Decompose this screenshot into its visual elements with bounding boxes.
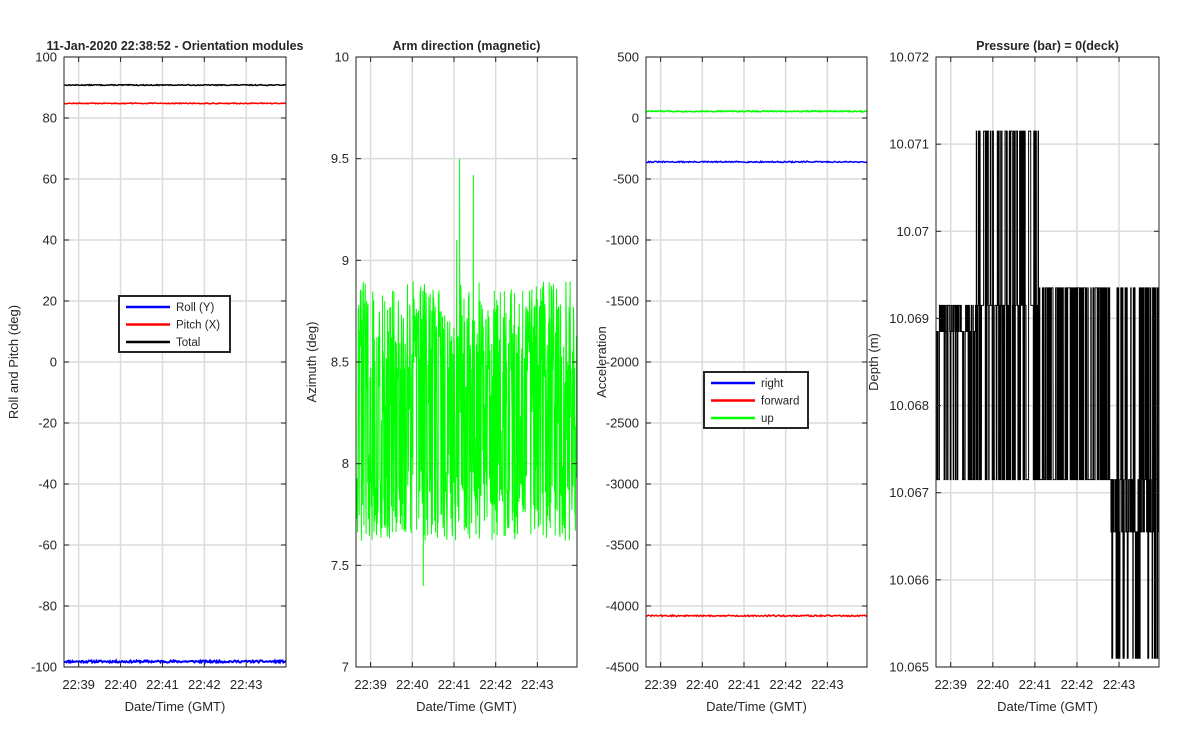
ticks: 22:39 22:40 22:41 22:42 22:43 7 7.5 8 8.5 9 9.5 10 xyxy=(331,50,577,692)
x-tick-label: 22:42 xyxy=(188,677,221,692)
y-tick-label: -4000 xyxy=(606,599,639,614)
series-group xyxy=(646,109,867,618)
series-group xyxy=(64,83,286,665)
legend-label: forward xyxy=(761,396,799,408)
y-tick-label: 7.5 xyxy=(331,558,349,573)
y-tick-label: -1000 xyxy=(606,233,639,248)
x-tick-label: 22:40 xyxy=(396,677,429,692)
y-tick-label: -2000 xyxy=(606,355,639,370)
x-tick-label: 22:40 xyxy=(104,677,137,692)
x-tick-label: 22:39 xyxy=(354,677,387,692)
x-tick-label: 22:41 xyxy=(728,677,761,692)
y-tick-label: 10.07 xyxy=(896,224,929,239)
y-tick-label: 0 xyxy=(50,355,57,370)
y-tick-label: -500 xyxy=(613,172,639,187)
x-tick-label: 22:42 xyxy=(479,677,512,692)
x-tick-label: 22:39 xyxy=(934,677,967,692)
chart-title: 11-Jan-2020 22:38:52 - Orientation modul… xyxy=(46,39,303,53)
series-line-right xyxy=(646,159,867,164)
chart-panel-3: 22:39 22:40 22:41 22:42 22:43 -4500 -4000 -3500… xyxy=(594,50,868,714)
y-tick-label: -4500 xyxy=(606,660,639,675)
y-tick-label: -80 xyxy=(38,599,57,614)
chart-title: Pressure (bar) = 0(deck) xyxy=(976,39,1119,53)
y-tick-label: -40 xyxy=(38,477,57,492)
y-tick-label: 9 xyxy=(342,253,349,268)
x-tick-label: 22:43 xyxy=(1103,677,1136,692)
series-line-roll-y xyxy=(64,658,286,665)
x-tick-label: 22:41 xyxy=(146,677,179,692)
y-tick-label: 9.5 xyxy=(331,151,349,166)
series-line-pitch-x xyxy=(64,101,286,105)
legend-label: Pitch (X) xyxy=(176,320,220,332)
ticks: 22:39 22:40 22:41 22:42 22:43 10.065 10.066 10.… xyxy=(889,50,1159,692)
y-tick-label: -3000 xyxy=(606,477,639,492)
chart-panel-1: 22:39 22:40 22:41 22:42 22:43 -100 -80 -60 -40 -2… xyxy=(6,39,304,714)
x-tick-label: 22:41 xyxy=(438,677,471,692)
y-axis-label: Acceleration xyxy=(594,326,609,398)
y-axis-label: Azimuth (deg) xyxy=(304,322,319,403)
y-tick-label: 10.069 xyxy=(889,311,929,326)
chart-panel-2: 22:39 22:40 22:41 22:42 22:43 7 7.5 8 8.5 9 9.5 10 A… xyxy=(304,39,578,714)
y-tick-label: 10.072 xyxy=(889,50,929,65)
y-tick-label: -100 xyxy=(31,660,57,675)
x-tick-label: 22:39 xyxy=(644,677,677,692)
chart-title: Arm direction (magnetic) xyxy=(393,39,541,53)
x-axis-label: Date/Time (GMT) xyxy=(125,699,226,714)
y-tick-label: -20 xyxy=(38,416,57,431)
ticks: 22:39 22:40 22:41 22:42 22:43 -100 -80 -60 -40 -2… xyxy=(31,50,286,692)
y-tick-label: -1500 xyxy=(606,294,639,309)
y-tick-label: 80 xyxy=(43,111,57,126)
y-axis-label: Roll and Pitch (deg) xyxy=(6,305,21,419)
legend-label: Roll (Y) xyxy=(176,302,215,314)
axes-box xyxy=(935,56,1160,668)
y-tick-label: 8 xyxy=(342,456,349,471)
x-tick-label: 22:40 xyxy=(977,677,1010,692)
y-axis-label: Depth (m) xyxy=(866,333,881,391)
y-tick-label: 10.068 xyxy=(889,398,929,413)
x-tick-label: 22:43 xyxy=(811,677,844,692)
series-group xyxy=(936,130,1159,659)
y-tick-label: 500 xyxy=(617,50,639,65)
y-tick-label: 60 xyxy=(43,172,57,187)
y-tick-label: 10.065 xyxy=(889,660,929,675)
series-line-depth xyxy=(936,130,1159,659)
x-axis-label: Date/Time (GMT) xyxy=(416,699,517,714)
x-tick-label: 22:41 xyxy=(1019,677,1052,692)
legend-label: Total xyxy=(176,337,200,349)
x-axis-label: Date/Time (GMT) xyxy=(706,699,807,714)
y-tick-label: -2500 xyxy=(606,416,639,431)
legend-label: up xyxy=(761,413,774,425)
legend: right forward up xyxy=(703,371,809,429)
x-tick-label: 22:40 xyxy=(686,677,719,692)
series-line-forward xyxy=(646,613,867,618)
y-tick-label: 40 xyxy=(43,233,57,248)
y-tick-label: -60 xyxy=(38,538,57,553)
y-tick-label: 10.067 xyxy=(889,485,929,500)
series-line-azimuth xyxy=(356,158,577,586)
series-line-up xyxy=(646,109,867,113)
x-tick-label: 22:42 xyxy=(1061,677,1094,692)
series-group xyxy=(356,158,577,586)
x-axis-label: Date/Time (GMT) xyxy=(997,699,1098,714)
legend: Roll (Y) Pitch (X) Total xyxy=(118,295,231,353)
chart-panel-4: 22:39 22:40 22:41 22:42 22:43 10.065 10.066 10.… xyxy=(866,39,1160,714)
y-tick-label: 0 xyxy=(632,111,639,126)
y-tick-label: 7 xyxy=(342,660,349,675)
y-tick-label: 10.066 xyxy=(889,572,929,587)
y-tick-label: 8.5 xyxy=(331,355,349,370)
series-line-total xyxy=(64,83,286,87)
x-tick-label: 22:43 xyxy=(230,677,263,692)
x-tick-label: 22:42 xyxy=(769,677,802,692)
y-tick-label: 100 xyxy=(35,50,57,65)
y-tick-label: 10.071 xyxy=(889,137,929,152)
x-tick-label: 22:43 xyxy=(521,677,554,692)
y-tick-label: 10 xyxy=(335,50,349,65)
y-tick-label: 20 xyxy=(43,294,57,309)
y-tick-label: -3500 xyxy=(606,538,639,553)
ticks: 22:39 22:40 22:41 22:42 22:43 -4500 -4000 -3500… xyxy=(606,50,867,692)
legend-label: right xyxy=(761,378,784,390)
x-tick-label: 22:39 xyxy=(62,677,95,692)
